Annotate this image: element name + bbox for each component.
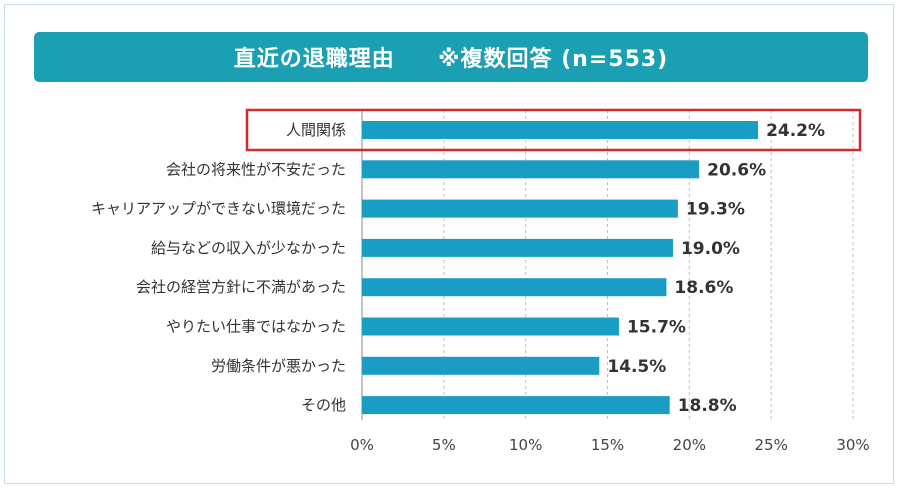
highlight-box — [245, 108, 862, 152]
value-label: 20.6% — [707, 160, 766, 180]
category-label: 労働条件が悪かった — [211, 357, 346, 375]
category-label: 会社の将来性が不安だった — [166, 160, 346, 178]
x-tick-label: 10% — [509, 436, 542, 454]
x-tick-label: 0% — [350, 436, 374, 454]
value-label: 24.2% — [766, 121, 825, 141]
chart-title-main: 直近の退職理由 — [233, 47, 395, 72]
bar — [362, 121, 759, 139]
category-label: 給与などの収入が少なかった — [151, 239, 346, 257]
category-label: キャリアアップができない環境だった — [91, 200, 346, 218]
x-tick-label: 20% — [673, 436, 706, 454]
bar — [362, 317, 619, 336]
bar — [362, 396, 670, 415]
value-label: 14.5% — [607, 357, 666, 377]
value-label: 19.0% — [681, 239, 740, 259]
category-label: 人間関係 — [286, 121, 346, 139]
bar — [362, 278, 667, 297]
category-label: その他 — [301, 396, 346, 414]
bar — [362, 356, 600, 375]
bar — [362, 199, 678, 218]
category-label: 会社の経営方針に不満があった — [136, 278, 346, 296]
chart-subtitle: ※複数回答 (n=553) — [438, 47, 669, 72]
chart-title-bar: 直近の退職理由 ※複数回答 (n=553) — [34, 32, 868, 82]
bar — [362, 238, 673, 257]
category-label: やりたい仕事ではなかった — [166, 318, 346, 336]
value-label: 15.7% — [627, 318, 686, 338]
x-tick-label: 15% — [591, 436, 624, 454]
x-tick-label: 30% — [836, 436, 869, 454]
x-tick-label: 25% — [754, 436, 787, 454]
value-label: 19.3% — [686, 200, 745, 220]
value-label: 18.8% — [678, 396, 737, 416]
bar — [362, 160, 700, 179]
chart-title: 直近の退職理由 ※複数回答 (n=553) — [234, 41, 669, 73]
value-label: 18.6% — [674, 278, 733, 298]
x-tick-label: 5% — [432, 436, 456, 454]
